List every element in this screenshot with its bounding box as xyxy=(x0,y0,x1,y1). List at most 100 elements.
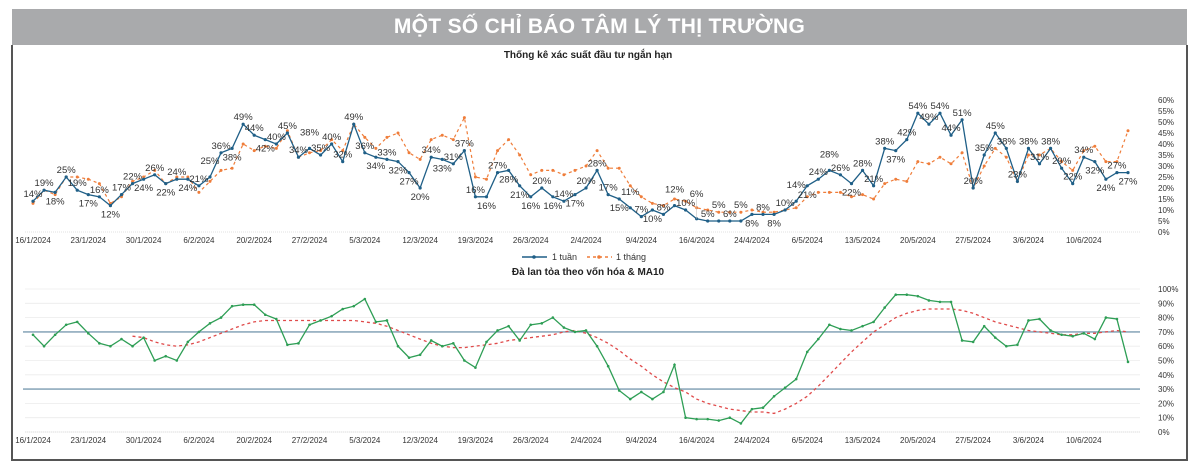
y-tick-label: 70% xyxy=(1158,328,1174,337)
data-point xyxy=(872,320,875,324)
data-point xyxy=(606,166,610,170)
data-point xyxy=(330,314,333,318)
data-label: 32% xyxy=(388,166,408,177)
data-point xyxy=(606,193,610,197)
data-point xyxy=(750,212,754,216)
data-label: 38% xyxy=(875,136,895,147)
data-point xyxy=(728,416,732,420)
data-point xyxy=(1093,160,1097,164)
data-point xyxy=(440,133,444,137)
data-label: 27% xyxy=(400,177,420,188)
data-point xyxy=(341,160,345,164)
data-point xyxy=(1015,179,1019,183)
data-label: 37% xyxy=(886,155,906,166)
data-point xyxy=(518,339,521,342)
data-point xyxy=(175,177,179,181)
data-point xyxy=(628,206,632,210)
data-point xyxy=(484,177,488,181)
data-label: 34% xyxy=(366,161,386,172)
data-point xyxy=(573,168,577,172)
data-point xyxy=(650,208,654,212)
data-point xyxy=(838,190,842,194)
page-title: MỘT SỐ CHỈ BÁO TÂM LÝ THỊ TRƯỜNG xyxy=(393,15,806,38)
data-point xyxy=(330,138,334,142)
x-tick-label: 6/2/2024 xyxy=(183,236,215,245)
data-point xyxy=(960,118,964,122)
x-tick-label: 16/4/2024 xyxy=(679,436,715,445)
data-label: 28% xyxy=(588,158,608,169)
x-tick-label: 13/5/2024 xyxy=(845,436,881,445)
data-label: 28% xyxy=(853,158,873,169)
data-point xyxy=(761,212,765,216)
data-point xyxy=(717,210,721,214)
data-point xyxy=(1071,168,1075,172)
data-label: 26% xyxy=(831,163,851,174)
x-tick-label: 20/5/2024 xyxy=(900,236,936,245)
y-tick-label: 90% xyxy=(1158,299,1174,308)
data-label: 35% xyxy=(975,143,995,154)
data-point xyxy=(982,324,986,328)
x-tick-label: 3/6/2024 xyxy=(1013,436,1045,445)
data-point xyxy=(252,149,256,153)
data-point xyxy=(474,366,477,369)
data-point xyxy=(407,171,411,175)
data-point xyxy=(894,177,898,181)
data-label: 32% xyxy=(333,150,353,161)
data-point xyxy=(286,343,289,347)
data-label: 20% xyxy=(577,176,597,187)
legend-1w-marker xyxy=(532,255,536,259)
data-label: 5% xyxy=(734,200,748,211)
data-point xyxy=(993,336,997,339)
y-tick-label: 30% xyxy=(1158,162,1174,171)
y-tick-label: 40% xyxy=(1158,371,1174,380)
data-label: 32% xyxy=(1085,166,1105,177)
x-tick-label: 23/1/2024 xyxy=(71,436,107,445)
x-tick-label: 10/6/2024 xyxy=(1066,436,1102,445)
data-point xyxy=(1071,334,1074,338)
data-point xyxy=(684,199,688,203)
data-point xyxy=(484,195,489,199)
data-point xyxy=(595,149,599,153)
data-label: 14% xyxy=(787,180,807,191)
data-point xyxy=(153,173,157,177)
data-point xyxy=(938,111,942,115)
data-point xyxy=(1104,177,1108,181)
x-tick-label: 12/3/2024 xyxy=(402,436,438,445)
data-label: 6% xyxy=(690,189,704,200)
data-point xyxy=(297,342,300,345)
data-label: 33% xyxy=(433,163,453,174)
data-point xyxy=(849,195,853,199)
data-point xyxy=(86,193,90,197)
data-label: 22% xyxy=(123,172,143,183)
data-point xyxy=(673,363,676,367)
data-point xyxy=(717,219,721,223)
data-point xyxy=(75,188,79,192)
data-point xyxy=(1082,149,1086,153)
data-point xyxy=(495,171,500,175)
data-point xyxy=(197,184,201,188)
data-label: 20% xyxy=(411,192,431,203)
data-label: 24% xyxy=(167,167,187,178)
data-point xyxy=(241,142,245,146)
chart-frame xyxy=(11,45,1188,461)
data-label: 8% xyxy=(657,202,671,213)
data-label: 20% xyxy=(532,176,552,187)
data-point xyxy=(31,199,35,203)
data-label: 19% xyxy=(35,178,55,189)
data-point xyxy=(241,303,245,307)
chart2-title: Đà lan tỏa theo vốn hóa & MA10 xyxy=(512,266,665,278)
data-point xyxy=(661,212,666,216)
data-point xyxy=(1005,344,1008,348)
data-point xyxy=(75,320,79,324)
data-point xyxy=(562,173,566,177)
data-point xyxy=(861,324,864,328)
data-point xyxy=(529,323,533,327)
data-label: 12% xyxy=(665,185,685,196)
data-point xyxy=(794,377,798,381)
y-tick-label: 15% xyxy=(1158,195,1174,204)
data-point xyxy=(949,133,953,137)
data-point xyxy=(982,153,986,157)
x-tick-label: 27/5/2024 xyxy=(955,436,991,445)
x-tick-label: 27/2/2024 xyxy=(292,436,328,445)
y-tick-label: 10% xyxy=(1158,414,1174,423)
